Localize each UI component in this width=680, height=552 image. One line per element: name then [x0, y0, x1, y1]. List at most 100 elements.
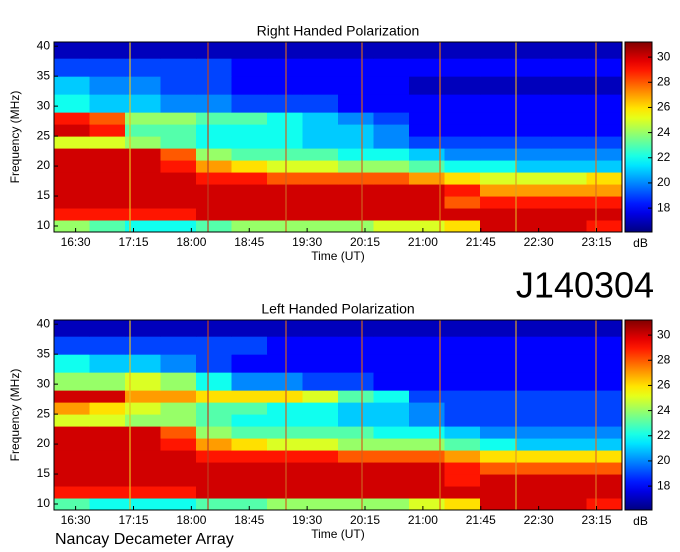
- colorbar-label: dB: [633, 236, 648, 250]
- cell: [196, 42, 232, 59]
- cell: [196, 390, 232, 403]
- cell: [586, 462, 623, 475]
- cell: [160, 76, 197, 95]
- cell: [480, 148, 516, 161]
- cell: [89, 438, 126, 451]
- cell: [586, 58, 623, 77]
- cell: [267, 498, 303, 511]
- cell: [373, 474, 410, 487]
- cell: [125, 486, 161, 499]
- cell: [338, 474, 374, 487]
- cell: [89, 124, 126, 137]
- cell: [551, 136, 587, 149]
- y-tick-label: 35: [37, 346, 51, 360]
- cell: [302, 220, 339, 233]
- cell: [338, 112, 374, 125]
- x-tick-label: 18:45: [234, 513, 264, 527]
- cell: [160, 172, 197, 185]
- cell: [125, 438, 161, 451]
- cell: [515, 498, 552, 511]
- cell: [160, 196, 197, 209]
- cell: [125, 160, 161, 173]
- cell: [480, 220, 516, 233]
- cell: [586, 414, 623, 427]
- cell: [160, 136, 197, 149]
- cell: [160, 336, 197, 355]
- cell: [551, 220, 587, 233]
- cell: [89, 42, 126, 59]
- cell: [125, 172, 161, 185]
- cell: [89, 320, 126, 337]
- cell: [125, 414, 161, 427]
- cell: [551, 438, 587, 451]
- cell: [480, 372, 516, 391]
- cell: [302, 486, 339, 499]
- cell: [551, 58, 587, 77]
- cell: [444, 94, 481, 113]
- cell: [267, 172, 303, 185]
- cell: [231, 414, 268, 427]
- cell: [515, 124, 552, 137]
- cell: [444, 76, 481, 95]
- cell: [515, 160, 552, 173]
- cell: [551, 474, 587, 487]
- cell: [196, 320, 232, 337]
- colorbar-tick-label: 18: [657, 200, 671, 214]
- cell: [160, 208, 197, 221]
- cell: [480, 112, 516, 125]
- cell: [515, 42, 552, 59]
- cell: [409, 124, 445, 137]
- y-tick-label: 15: [37, 188, 51, 202]
- cell: [125, 148, 161, 161]
- cell: [409, 354, 445, 373]
- cell: [480, 498, 516, 511]
- cell: [89, 390, 126, 403]
- cell: [160, 372, 197, 391]
- cell: [551, 414, 587, 427]
- cell: [515, 474, 552, 487]
- cell: [586, 320, 623, 337]
- cell: [373, 426, 410, 439]
- cell: [89, 486, 126, 499]
- cell: [480, 184, 516, 197]
- cell: [89, 354, 126, 373]
- cell: [302, 172, 339, 185]
- cell: [89, 450, 126, 463]
- cell: [373, 390, 410, 403]
- cell: [373, 136, 410, 149]
- cell: [586, 438, 623, 451]
- cell: [267, 220, 303, 233]
- cell: [586, 136, 623, 149]
- cell: [338, 184, 374, 197]
- cell: [409, 172, 445, 185]
- cell: [125, 336, 161, 355]
- cell: [373, 160, 410, 173]
- cell: [338, 498, 374, 511]
- cell: [373, 372, 410, 391]
- cell: [480, 414, 516, 427]
- cell: [515, 94, 552, 113]
- cell: [231, 208, 268, 221]
- cell: [409, 320, 445, 337]
- cell: [302, 124, 339, 137]
- cell: [196, 160, 232, 173]
- cell: [444, 42, 481, 59]
- colorbar-tick-label: 22: [657, 428, 671, 442]
- cell: [196, 336, 232, 355]
- cell: [515, 372, 552, 391]
- cell: [125, 208, 161, 221]
- cell: [196, 136, 232, 149]
- y-tick-label: 10: [37, 218, 51, 232]
- colorbar: [624, 41, 653, 233]
- cell: [89, 148, 126, 161]
- cell: [444, 402, 481, 415]
- cell: [586, 148, 623, 161]
- cell: [125, 390, 161, 403]
- cell: [267, 94, 303, 113]
- cell: [586, 42, 623, 59]
- cell: [125, 42, 161, 59]
- cell: [586, 426, 623, 439]
- cell: [444, 172, 481, 185]
- y-tick-label: 40: [37, 316, 51, 330]
- cell: [586, 498, 623, 511]
